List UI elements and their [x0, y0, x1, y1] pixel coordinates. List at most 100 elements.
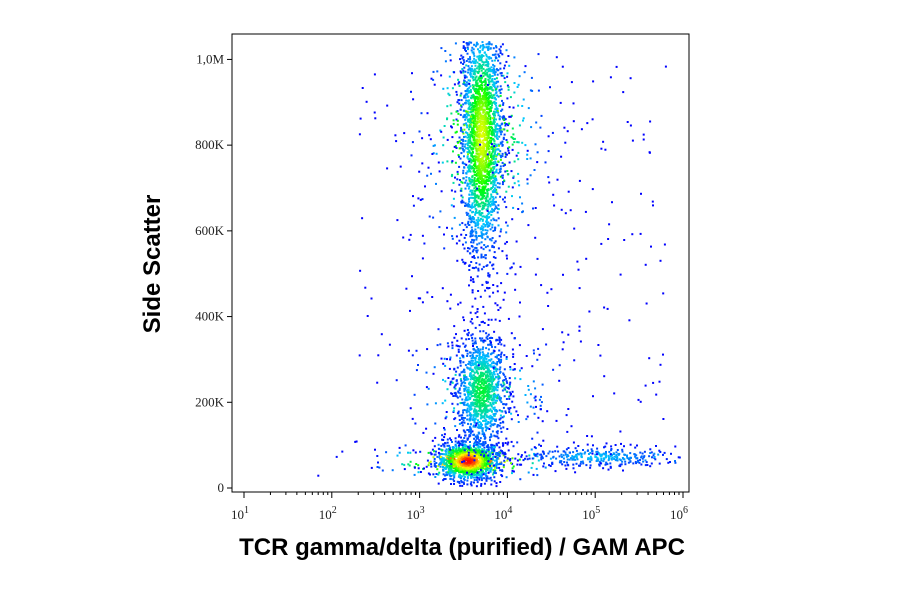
event-point	[467, 389, 470, 391]
event-point	[504, 377, 507, 380]
event-point	[495, 45, 497, 47]
event-point	[501, 416, 504, 419]
event-point	[438, 226, 441, 229]
event-point	[531, 365, 534, 368]
event-point	[471, 469, 474, 472]
event-point	[470, 233, 473, 236]
event-point	[512, 368, 515, 371]
event-point	[502, 198, 504, 201]
event-point	[463, 149, 466, 152]
event-point	[487, 70, 490, 73]
event-point	[517, 414, 519, 417]
event-point	[482, 420, 485, 422]
event-point	[547, 176, 550, 179]
event-point	[463, 476, 466, 478]
event-point	[496, 435, 499, 438]
event-point	[497, 208, 500, 211]
event-point	[452, 150, 454, 153]
event-point	[462, 56, 465, 59]
event-point	[523, 71, 526, 74]
event-point	[462, 140, 465, 143]
event-point	[451, 160, 454, 163]
event-point	[478, 67, 481, 70]
event-point	[503, 395, 506, 398]
event-point	[458, 456, 461, 459]
event-point	[493, 122, 496, 125]
event-point	[493, 153, 496, 155]
event-point	[480, 381, 483, 384]
event-point	[447, 468, 450, 471]
event-point	[493, 133, 496, 136]
event-point	[502, 118, 505, 121]
event-point	[494, 399, 497, 402]
event-point	[469, 397, 472, 400]
event-point	[454, 443, 457, 446]
event-point	[497, 384, 500, 386]
event-point	[512, 175, 515, 178]
event-point	[436, 70, 439, 73]
event-point	[443, 436, 446, 439]
event-point	[481, 429, 484, 432]
event-point	[483, 129, 486, 132]
event-point	[499, 85, 502, 88]
event-point	[355, 440, 358, 443]
event-point	[462, 451, 465, 454]
event-point	[480, 54, 483, 57]
event-point	[507, 441, 510, 444]
event-point	[483, 138, 486, 141]
event-point	[532, 349, 535, 352]
event-point	[471, 167, 474, 170]
event-point	[515, 410, 518, 413]
event-point	[478, 136, 481, 139]
event-point	[512, 465, 515, 468]
event-point	[474, 62, 477, 65]
event-point	[445, 465, 448, 468]
event-point	[462, 41, 465, 43]
event-point	[415, 463, 418, 465]
event-point	[491, 97, 494, 99]
event-point	[479, 348, 482, 351]
event-point	[487, 272, 490, 275]
event-point	[464, 431, 467, 434]
event-point	[510, 332, 513, 335]
event-point	[517, 158, 520, 161]
event-point	[484, 354, 487, 357]
event-point	[467, 466, 470, 469]
event-point	[449, 356, 452, 359]
event-point	[461, 484, 464, 487]
event-point	[474, 456, 477, 459]
event-point	[436, 468, 439, 471]
event-point	[491, 169, 494, 172]
event-point	[513, 368, 516, 371]
event-point	[488, 409, 491, 412]
event-point	[493, 365, 496, 368]
event-point	[473, 57, 476, 60]
event-point	[468, 121, 471, 124]
event-point	[478, 442, 481, 445]
event-point	[455, 370, 458, 373]
event-point	[478, 66, 481, 68]
event-point	[469, 354, 472, 357]
event-point	[522, 119, 524, 122]
event-point	[469, 141, 472, 143]
event-point	[488, 249, 491, 252]
event-point	[474, 414, 477, 417]
event-point	[469, 474, 472, 477]
event-point	[480, 79, 482, 82]
event-point	[496, 211, 499, 214]
event-point	[472, 418, 474, 421]
event-point	[505, 49, 508, 52]
event-point	[436, 344, 439, 347]
event-point	[463, 66, 466, 69]
event-point	[462, 470, 465, 473]
event-point	[464, 378, 467, 381]
event-point	[479, 192, 482, 195]
event-point	[476, 221, 479, 224]
event-point	[470, 130, 473, 133]
event-point	[482, 111, 485, 114]
event-point	[467, 378, 469, 381]
event-point	[475, 230, 478, 233]
event-point	[493, 121, 496, 123]
event-point	[465, 179, 468, 182]
event-point	[443, 467, 446, 469]
